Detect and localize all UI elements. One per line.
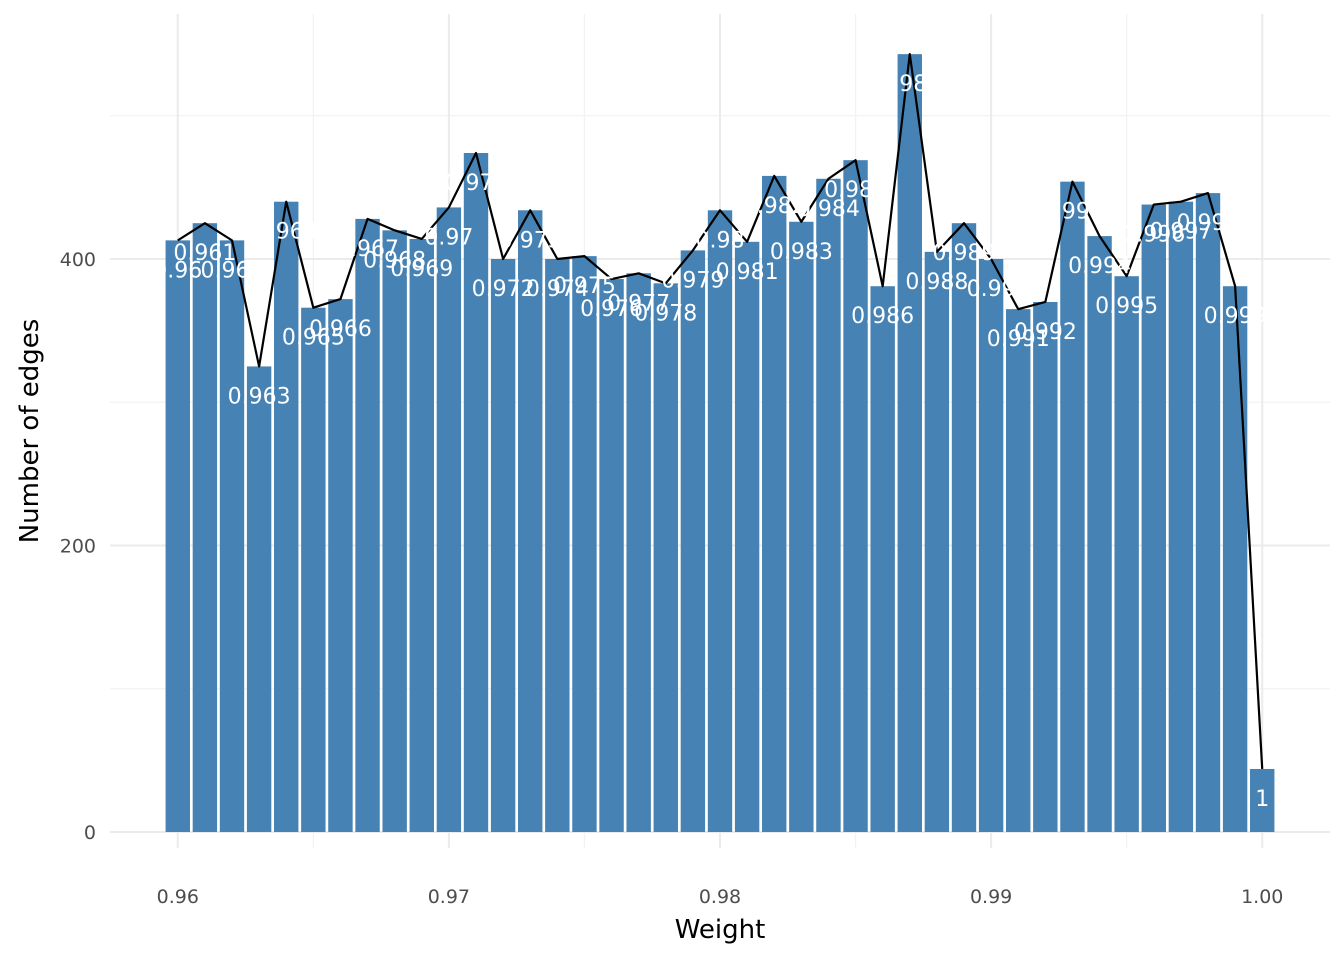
bar — [1060, 181, 1085, 832]
bar — [870, 286, 895, 832]
bar-value-label: 0.992 — [1014, 320, 1077, 345]
bar — [1168, 201, 1194, 832]
x-tick-label: 1.00 — [1241, 886, 1283, 908]
bar — [572, 256, 597, 832]
bar — [328, 299, 353, 832]
bar — [409, 238, 434, 832]
bar-value-label: 0.986 — [851, 304, 914, 329]
bar-value-label: 0.966 — [309, 317, 372, 342]
bar — [1195, 193, 1221, 833]
bar — [951, 223, 977, 832]
bar-value-label: 0.983 — [770, 240, 833, 265]
bar-labels: 0.960.9610.9620.9630.9640.9650.9660.9670… — [153, 72, 1269, 812]
bar-value-label: 0.997 — [1149, 220, 1212, 245]
bar — [1006, 309, 1031, 832]
bar — [1141, 204, 1166, 832]
bar — [599, 279, 624, 832]
bar — [843, 160, 868, 833]
x-tick-label: 0.99 — [970, 886, 1012, 908]
bar — [518, 210, 543, 833]
x-axis-title: Weight — [675, 915, 766, 945]
bar — [355, 218, 380, 832]
bar-value-label: 0.962 — [201, 258, 264, 283]
bar-value-label: 0.99 — [967, 277, 1016, 302]
bar — [626, 273, 651, 832]
y-axis-title: Number of edges — [15, 319, 45, 544]
bar-value-label: 0.972 — [472, 277, 535, 302]
bar-value-label: 0.961 — [173, 241, 236, 266]
bar — [246, 366, 272, 832]
bar-value-label: 0.976 — [580, 297, 643, 322]
bar — [1033, 301, 1058, 833]
y-axis-ticks: 0 200 400 — [60, 249, 96, 844]
count-line — [177, 53, 1264, 770]
bar — [165, 240, 190, 832]
bar — [1222, 286, 1248, 832]
bar — [219, 240, 245, 832]
bar-value-label: 0.989 — [933, 241, 996, 266]
bar — [816, 178, 841, 832]
bar-value-label: 0.965 — [282, 326, 345, 351]
bar-value-label: 0.993 — [1041, 200, 1104, 225]
bar-value-label: 0.963 — [228, 384, 291, 409]
bar-value-label: 0.98 — [696, 228, 745, 253]
bar — [490, 259, 516, 832]
bar — [192, 223, 218, 832]
bar-value-label: 0.968 — [363, 248, 426, 273]
bar — [301, 307, 326, 833]
x-axis-ticks: 0.96 0.97 0.98 0.99 1.00 — [157, 886, 1284, 908]
y-tick-label: 0 — [84, 822, 96, 844]
y-tick-label: 400 — [60, 249, 96, 271]
bar-value-label: 0.985 — [824, 178, 887, 203]
bar — [1087, 236, 1112, 832]
bar — [707, 210, 733, 833]
bar-value-label: 1 — [1255, 787, 1269, 812]
bar-value-label: 0.999 — [1204, 304, 1267, 329]
bar — [382, 230, 407, 833]
bar — [897, 54, 922, 832]
bar-value-label: 0.978 — [634, 301, 697, 326]
bars — [165, 54, 1275, 833]
bar-value-label: 0.977 — [607, 291, 670, 316]
bar-value-label: 0.994 — [1068, 254, 1131, 279]
bar-value-label: 0.988 — [905, 270, 968, 295]
bar-value-label: 0.971 — [445, 171, 508, 196]
bar-value-label: 0.97 — [424, 225, 473, 250]
bar — [1114, 276, 1139, 832]
bar — [789, 221, 814, 832]
bar — [545, 259, 570, 832]
bar — [653, 283, 678, 832]
bar — [924, 251, 950, 832]
bar-value-label: 0.984 — [797, 197, 860, 222]
bar-value-label: 0.991 — [987, 327, 1050, 352]
bar-value-label: 0.967 — [336, 237, 399, 262]
x-tick-label: 0.97 — [428, 886, 470, 908]
bar — [274, 201, 299, 832]
bar — [762, 175, 787, 833]
x-tick-label: 0.96 — [157, 886, 199, 908]
x-tick-label: 0.98 — [699, 886, 741, 908]
bar-value-label: 0.973 — [499, 228, 562, 253]
bar — [680, 250, 706, 832]
bar-value-label: 0.969 — [390, 257, 453, 282]
bar — [1250, 768, 1275, 832]
bar-value-label: 0.981 — [716, 260, 779, 285]
bar-value-label: 0.975 — [553, 274, 616, 299]
bar-value-label: 0.96 — [153, 258, 202, 283]
y-tick-label: 200 — [60, 536, 96, 558]
bar-value-label: 0.995 — [1095, 294, 1158, 319]
bar-value-label: 0.998 — [1177, 211, 1240, 236]
bar-value-label: 0.982 — [743, 194, 806, 219]
bar — [436, 207, 462, 832]
bar — [978, 259, 1004, 832]
bar — [734, 241, 760, 832]
bar-value-label: 0.974 — [526, 277, 589, 302]
bar — [463, 152, 489, 832]
bar-value-label: 0.996 — [1122, 223, 1185, 248]
bar-value-label: 0.964 — [255, 220, 318, 245]
bar-value-label: 0.979 — [661, 268, 724, 293]
bar-value-label: 0.987 — [878, 72, 941, 97]
